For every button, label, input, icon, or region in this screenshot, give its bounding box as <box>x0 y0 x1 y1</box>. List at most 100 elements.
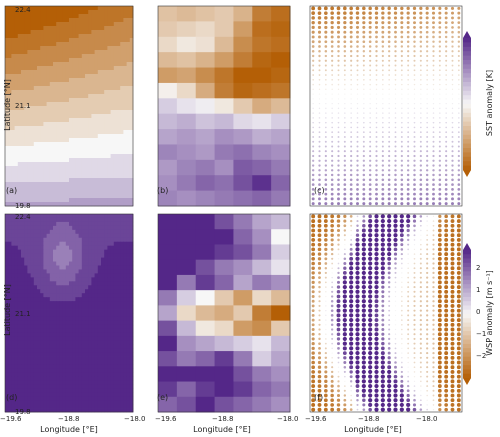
dot-c-2-12 <box>387 16 391 20</box>
contour-a-34-13 <box>46 142 51 147</box>
contour-d-33-9 <box>33 344 38 350</box>
dot-c-12-0 <box>312 64 315 67</box>
contour-a-47-6 <box>24 194 28 199</box>
contour-a-41-22 <box>75 170 79 175</box>
dot-c-39-11 <box>381 192 385 196</box>
dot-c-40-17 <box>419 197 423 201</box>
contour-a-16-13 <box>46 70 51 75</box>
contour-d-24-18 <box>62 309 67 314</box>
contour-a-34-22 <box>75 142 79 147</box>
dot-c-0-3 <box>330 6 335 11</box>
cell-b-11-4 <box>233 175 253 192</box>
contour-d-41-24 <box>81 376 86 381</box>
contour-d-5-1 <box>8 233 12 239</box>
contour-a-4-2 <box>11 22 15 27</box>
contour-d-39-32 <box>107 368 111 373</box>
contour-a-12-27 <box>91 54 95 59</box>
contour-d-34-5 <box>21 348 25 353</box>
dot-c-37-18 <box>425 183 429 186</box>
contour-d-26-36 <box>120 316 124 322</box>
contour-a-30-10 <box>37 126 41 131</box>
contour-a-18-8 <box>30 78 35 83</box>
contour-d-26-32 <box>107 316 111 322</box>
contour-a-0-18 <box>62 6 67 11</box>
dot-c-22-0 <box>312 112 314 114</box>
contour-a-27-30 <box>101 114 105 119</box>
contour-a-9-37 <box>123 42 127 47</box>
contour-a-6-5 <box>21 30 25 35</box>
contour-d-13-30 <box>101 265 105 270</box>
dot-c-32-4 <box>337 159 340 162</box>
cell-b-6-5 <box>252 98 272 115</box>
contour-a-24-24 <box>81 102 86 107</box>
contour-d-42-39 <box>129 380 134 385</box>
contour-d-37-24 <box>81 360 86 365</box>
dot-c-25-7 <box>356 126 359 129</box>
contour-a-12-15 <box>53 54 57 59</box>
contour-a-35-11 <box>40 146 44 151</box>
contour-d-29-32 <box>107 328 111 334</box>
contour-a-14-13 <box>46 62 51 67</box>
contour-a-15-19 <box>65 66 70 71</box>
contour-d-0-37 <box>123 214 127 219</box>
contour-a-7-2 <box>11 34 15 39</box>
dot-c-19-19 <box>432 98 435 100</box>
contour-a-48-33 <box>110 198 115 203</box>
dot-c-9-9 <box>368 50 372 53</box>
contour-a-33-39 <box>129 138 134 143</box>
contour-a-21-31 <box>104 90 108 95</box>
contour-d-43-10 <box>37 384 41 389</box>
contour-d-25-3 <box>14 313 19 318</box>
contour-d-32-7 <box>27 340 31 346</box>
contour-a-23-36 <box>120 98 124 103</box>
contour-a-26-29 <box>97 110 102 115</box>
dot-c-0-1 <box>317 6 322 11</box>
dot-c-19-17 <box>420 98 422 100</box>
contour-d-35-30 <box>101 352 105 357</box>
contour-d-10-32 <box>107 253 111 258</box>
contour-a-19-29 <box>97 82 102 87</box>
contour-a-24-16 <box>56 102 60 107</box>
contour-d-26-30 <box>101 316 105 322</box>
contour-a-2-28 <box>94 14 99 19</box>
dot-c-2-10 <box>374 16 379 20</box>
contour-a-17-2 <box>11 74 15 79</box>
contour-d-31-37 <box>123 336 127 342</box>
contour-d-20-39 <box>129 293 134 298</box>
dot-c-25-15 <box>407 126 410 129</box>
contour-a-14-6 <box>24 62 28 67</box>
dot-c-23-12 <box>388 117 390 119</box>
contour-d-34-17 <box>59 348 63 353</box>
contour-d-12-24 <box>81 261 86 266</box>
dot-c-21-9 <box>369 107 371 110</box>
contour-d-46-8 <box>30 396 35 401</box>
cell-b-0-4 <box>233 6 253 22</box>
contour-d-0-2 <box>11 214 15 219</box>
dot-c-39-2 <box>324 192 328 196</box>
dot-c-40-1 <box>318 197 321 201</box>
contour-a-24-19 <box>65 102 70 107</box>
contour-d-34-20 <box>69 348 73 353</box>
dot-c-1-10 <box>374 11 379 15</box>
contour-a-24-23 <box>78 102 83 107</box>
contour-a-22-12 <box>43 94 47 99</box>
dot-c-39-10 <box>375 192 378 196</box>
contour-d-22-4 <box>17 301 22 306</box>
contour-a-41-12 <box>43 170 47 175</box>
contour-d-22-3 <box>14 301 19 306</box>
dot-c-40-12 <box>387 197 391 201</box>
contour-d-11-27 <box>91 257 95 262</box>
contour-d-33-34 <box>113 344 118 350</box>
contour-d-16-14 <box>49 277 54 282</box>
dot-c-23-16 <box>413 117 416 119</box>
contour-a-39-27 <box>91 162 95 167</box>
contour-a-49-7 <box>27 202 31 207</box>
contour-d-37-16 <box>56 360 60 365</box>
contour-d-43-5 <box>21 384 25 389</box>
contour-a-47-22 <box>75 194 79 199</box>
contour-d-46-7 <box>27 396 31 401</box>
contour-d-28-39 <box>129 324 134 330</box>
contour-a-7-20 <box>69 34 73 39</box>
contour-d-10-35 <box>117 253 121 258</box>
dot-c-4-13 <box>394 25 397 29</box>
